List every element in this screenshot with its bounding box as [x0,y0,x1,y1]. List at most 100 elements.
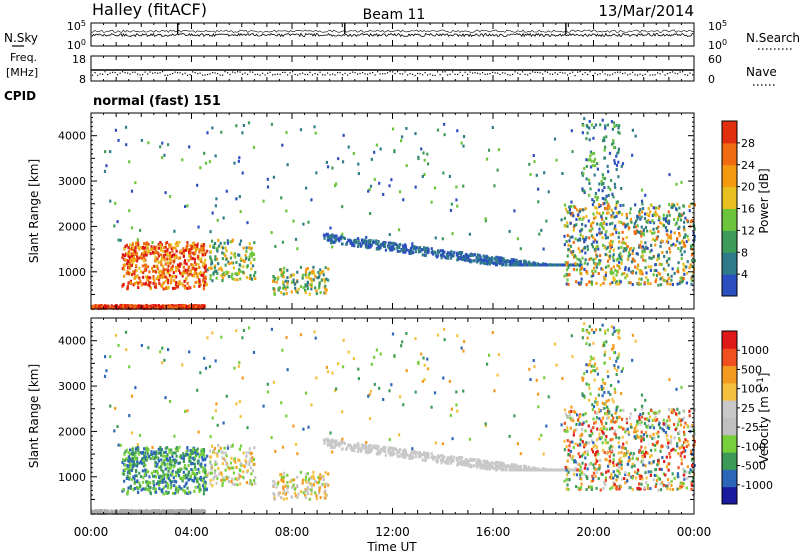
power-cell [391,247,394,251]
power-cell [162,253,166,257]
power-cell [567,265,570,269]
power-cell [139,279,142,283]
power-cell [596,198,599,202]
power-cell [236,278,239,282]
power-cell [624,223,627,227]
velocity-cell [231,477,234,481]
power-cell [161,273,164,277]
power-cell [208,160,212,164]
power-cell [162,245,166,249]
power-cell [615,280,618,284]
power-cell [637,215,640,219]
power-cell [657,283,660,287]
power-cell [147,249,151,253]
power-cell [157,254,161,258]
y-tick-label: 4000 [58,130,86,143]
velocity-cell [335,439,338,443]
power-cell [192,274,195,278]
velocity-cell [279,473,282,477]
velocity-cell [166,446,169,450]
power-cell [126,304,130,308]
power-cell [533,262,536,266]
power-cell [127,250,130,254]
nave-dot [444,71,446,73]
power-cell [596,195,599,199]
velocity-cell [191,462,194,466]
velocity-cell [392,446,395,450]
power-cell [166,261,169,265]
power-cell [590,222,593,226]
power-cell [605,247,608,251]
velocity-cell [441,455,445,459]
power-cell [446,253,449,257]
velocity-cell [194,453,198,457]
power-cell [201,279,205,283]
velocity-cell [130,459,134,463]
power-cell [581,235,584,239]
velocity-cell [241,475,245,479]
velocity-cell [292,485,295,489]
velocity-cell [272,492,275,496]
nave-dot [317,73,319,76]
nave-dot [639,73,641,75]
power-cell [582,208,585,212]
power-cell [215,257,219,261]
velocity-cell [143,460,146,464]
nave-dot [279,73,281,75]
velocity-cell [398,454,401,458]
velocity-cell [306,472,310,476]
power-cell [162,249,165,253]
power-cell [490,260,493,264]
power-cell [643,247,646,251]
power-cell [601,173,604,177]
velocity-cell [488,461,491,465]
power-cell [653,268,656,272]
power-cell [570,213,573,217]
power-cell [537,187,540,191]
power-cell [250,254,254,258]
velocity-cell [146,452,149,456]
power-cell [449,251,452,255]
power-cell [575,217,578,221]
velocity-cell [187,490,191,494]
power-cell [592,266,596,270]
velocity-cell [167,474,170,478]
power-cell [170,243,173,247]
velocity-cell [175,446,179,450]
power-cell [667,221,671,225]
power-cell [639,207,642,211]
velocity-cell [302,491,305,495]
power-cell [322,273,325,277]
power-cell [180,282,183,286]
velocity-cell [134,454,137,458]
power-cell [201,245,204,249]
power-cell [451,232,454,236]
power-cell [375,143,379,147]
power-cell [666,219,669,223]
velocity-cell [158,480,161,484]
velocity-cell [194,468,197,472]
power-cell [501,258,504,262]
power-cell [123,304,126,308]
velocity-cell [150,511,153,515]
velocity-cell [150,450,153,454]
power-cell [170,305,174,309]
power-cell [161,285,164,289]
power-cell [611,192,614,196]
power-cell [594,248,597,252]
velocity-cell [155,464,158,468]
power-cell [197,256,200,260]
velocity-cell [177,461,180,465]
power-cell [196,183,199,187]
power-cell [200,303,203,307]
power-cell [139,246,142,250]
power-cell [128,254,131,258]
power-cell [635,271,638,275]
velocity-cell [189,448,192,452]
velocity-cell [185,476,188,480]
power-cell [631,269,635,273]
power-cell [154,250,157,254]
nave-dot [384,73,386,75]
power-cell [612,121,616,125]
power-cell [151,247,154,251]
